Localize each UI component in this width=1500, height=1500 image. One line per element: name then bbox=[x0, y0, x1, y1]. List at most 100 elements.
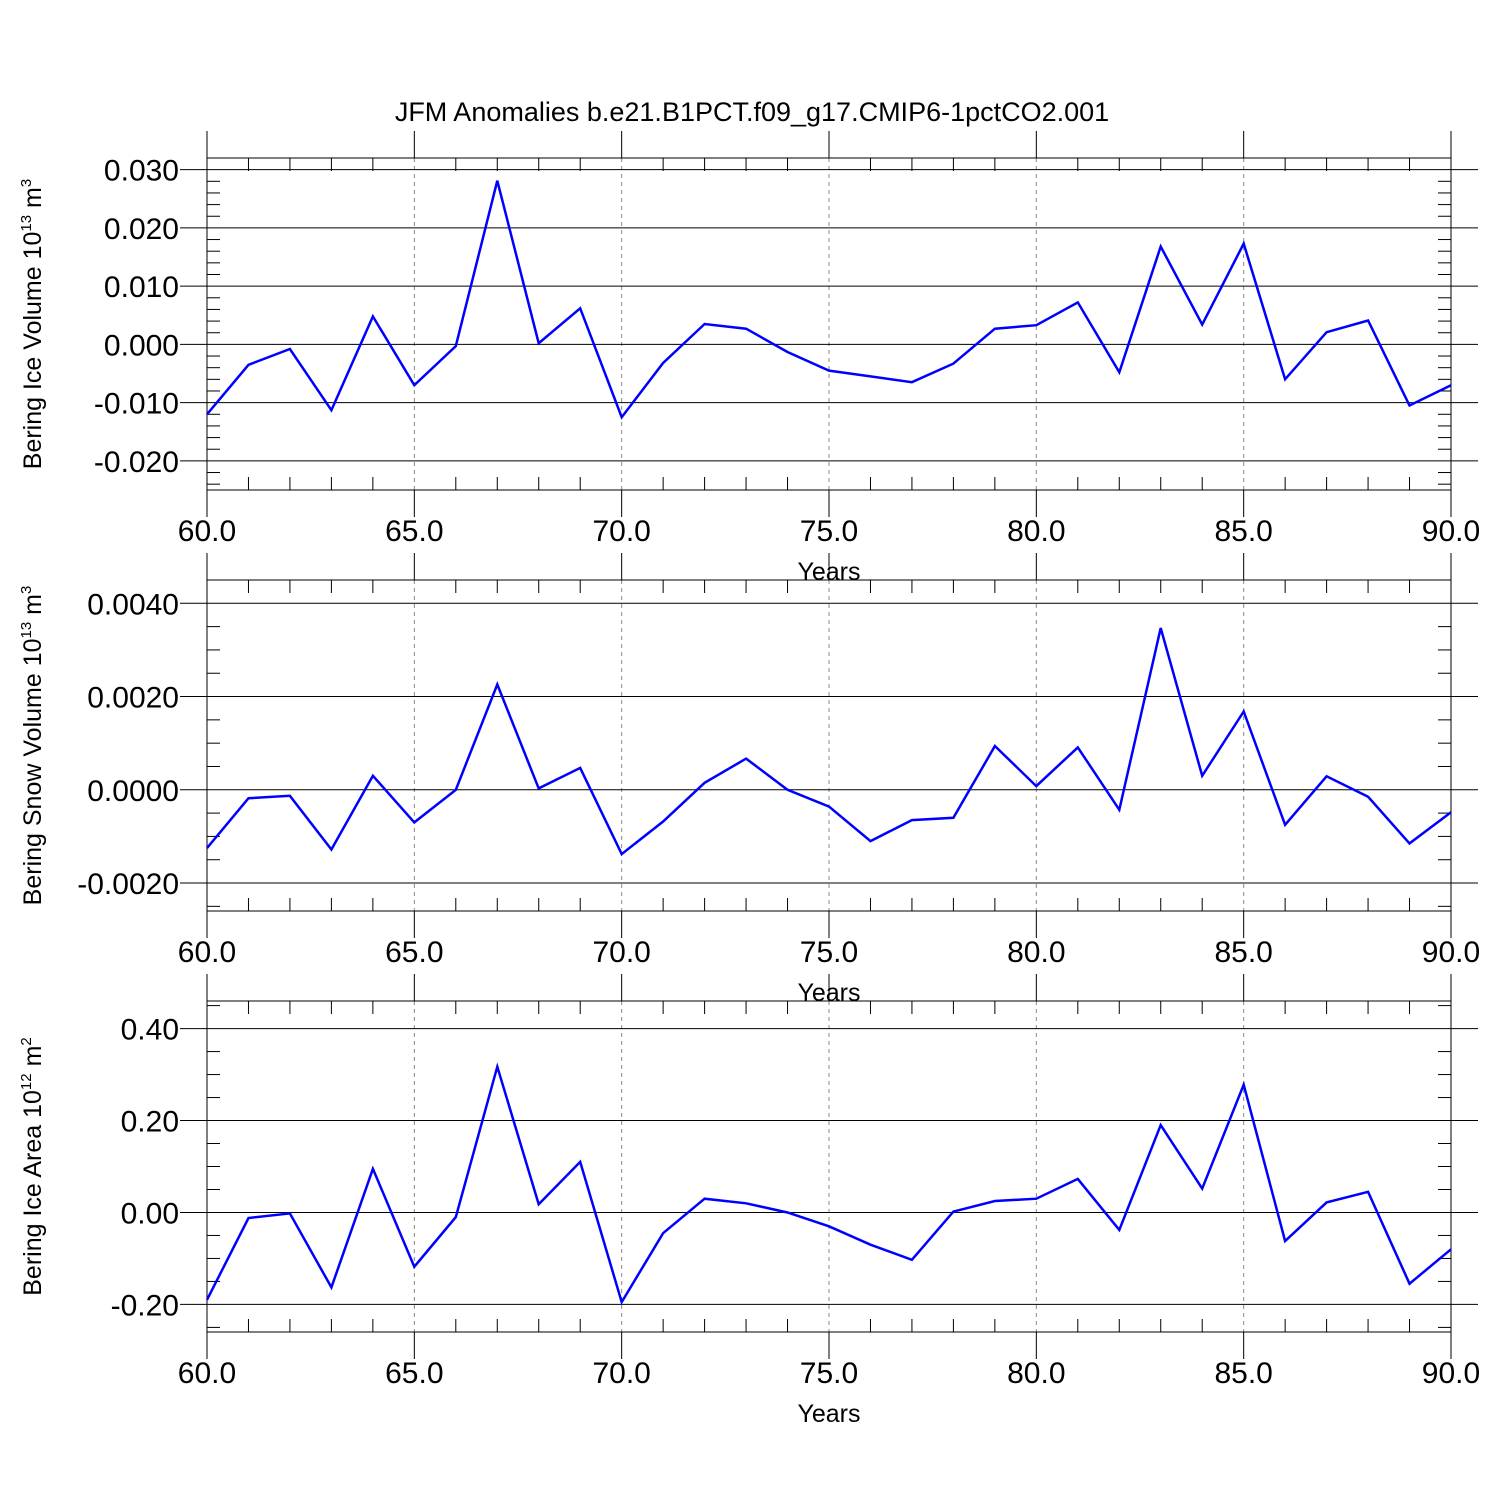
data-point bbox=[911, 381, 913, 383]
data-point bbox=[330, 848, 332, 850]
data-point bbox=[579, 767, 581, 769]
data-point bbox=[1035, 324, 1037, 326]
y-tick-label: 0.010 bbox=[104, 271, 179, 304]
data-point bbox=[206, 1299, 208, 1301]
y-axis-label-unit: m bbox=[19, 187, 47, 215]
x-tick-label: 75.0 bbox=[800, 936, 858, 969]
x-tick-label: 60.0 bbox=[178, 1357, 236, 1390]
y-axis-label-exponent: 13 bbox=[18, 622, 35, 639]
data-point bbox=[1035, 1198, 1037, 1200]
data-point bbox=[1450, 1248, 1452, 1250]
x-tick-label: 65.0 bbox=[385, 1357, 443, 1390]
y-tick-label: 0.0020 bbox=[87, 682, 179, 715]
data-point bbox=[413, 1266, 415, 1268]
data-point bbox=[1077, 746, 1079, 748]
data-point bbox=[330, 409, 332, 411]
data-point bbox=[952, 363, 954, 365]
data-point bbox=[1077, 301, 1079, 303]
data-point bbox=[1409, 405, 1411, 407]
data-point bbox=[1160, 1124, 1162, 1126]
ice-volume-panel: -0.020 -0.010 0.000 0.010 0.020 0.030 60.0 65.0… bbox=[18, 131, 1480, 586]
x-tick-label: 80.0 bbox=[1007, 515, 1065, 548]
data-point bbox=[413, 384, 415, 386]
data-point bbox=[455, 789, 457, 791]
series-line bbox=[205, 1062, 1452, 1306]
data-point bbox=[869, 1244, 871, 1246]
x-axis-label: Years bbox=[797, 1400, 860, 1428]
data-point bbox=[1284, 1240, 1286, 1242]
data-point bbox=[1160, 246, 1162, 248]
x-tick-label: 80.0 bbox=[1007, 936, 1065, 969]
y-tick-label: -0.0020 bbox=[77, 868, 179, 901]
data-point bbox=[787, 789, 789, 791]
y-tick-label: 0.020 bbox=[104, 213, 179, 246]
data-point bbox=[1326, 1201, 1328, 1203]
x-tick-label: 85.0 bbox=[1214, 515, 1272, 548]
data-point bbox=[621, 416, 623, 418]
x-tick-label: 75.0 bbox=[800, 515, 858, 548]
x-tick-label: 60.0 bbox=[178, 515, 236, 548]
data-point bbox=[1284, 824, 1286, 826]
data-point bbox=[787, 351, 789, 353]
data-point bbox=[1201, 324, 1203, 326]
data-point bbox=[704, 782, 706, 784]
data-point bbox=[1367, 320, 1369, 322]
data-point bbox=[496, 683, 498, 685]
data-point bbox=[289, 348, 291, 350]
data-point bbox=[496, 1066, 498, 1068]
y-tick-label: -0.020 bbox=[94, 446, 179, 479]
data-point bbox=[206, 847, 208, 849]
y-axis-label-exponent: 12 bbox=[18, 1073, 35, 1090]
data-point bbox=[704, 323, 706, 325]
x-tick-label: 65.0 bbox=[385, 515, 443, 548]
y-tick-label: 0.20 bbox=[121, 1106, 179, 1139]
data-point bbox=[621, 853, 623, 855]
y-axis-label-text: Bering Ice Volume 10 bbox=[19, 232, 47, 470]
data-point bbox=[1118, 1229, 1120, 1231]
x-tick-label: 60.0 bbox=[178, 936, 236, 969]
y-tick-label: 0.000 bbox=[104, 329, 179, 362]
data-point bbox=[1409, 842, 1411, 844]
y-axis-label-exponent: 13 bbox=[18, 215, 35, 232]
data-point bbox=[1077, 1178, 1079, 1180]
data-point bbox=[1118, 809, 1120, 811]
data-point bbox=[579, 307, 581, 309]
data-point bbox=[828, 370, 830, 372]
y-tick-label: 0.40 bbox=[121, 1014, 179, 1047]
data-point bbox=[206, 413, 208, 415]
data-point bbox=[704, 1198, 706, 1200]
data-point bbox=[289, 1212, 291, 1214]
data-point bbox=[911, 819, 913, 821]
data-point bbox=[247, 364, 249, 366]
x-tick-label: 90.0 bbox=[1422, 515, 1480, 548]
data-point bbox=[330, 1286, 332, 1288]
y-tick-label: 0.00 bbox=[121, 1197, 179, 1230]
data-point bbox=[952, 817, 954, 819]
data-point bbox=[372, 1168, 374, 1170]
data-point bbox=[994, 328, 996, 330]
data-point bbox=[1035, 785, 1037, 787]
x-tick-label: 70.0 bbox=[592, 515, 650, 548]
y-axis-label: Bering Ice Area 1012 m2 bbox=[18, 1037, 47, 1296]
x-tick-label: 90.0 bbox=[1422, 936, 1480, 969]
data-point bbox=[621, 1301, 623, 1303]
x-tick-label: 90.0 bbox=[1422, 1357, 1480, 1390]
y-axis-label-unit-exponent: 2 bbox=[18, 1037, 35, 1045]
y-axis-label: Bering Snow Volume 1013 m3 bbox=[18, 586, 47, 906]
data-point bbox=[1243, 1084, 1245, 1086]
data-point bbox=[247, 1217, 249, 1219]
data-point bbox=[1409, 1283, 1411, 1285]
data-point bbox=[745, 328, 747, 330]
data-point bbox=[289, 795, 291, 797]
data-point bbox=[994, 1200, 996, 1202]
data-point bbox=[1367, 1191, 1369, 1193]
data-point bbox=[1118, 371, 1120, 373]
series-line bbox=[206, 180, 1452, 420]
data-point bbox=[579, 1161, 581, 1163]
data-point bbox=[372, 315, 374, 317]
y-axis-label-unit-exponent: 3 bbox=[18, 586, 35, 594]
data-point bbox=[952, 1211, 954, 1213]
y-axis-label-text: Bering Snow Volume 10 bbox=[19, 638, 47, 905]
data-point bbox=[994, 745, 996, 747]
